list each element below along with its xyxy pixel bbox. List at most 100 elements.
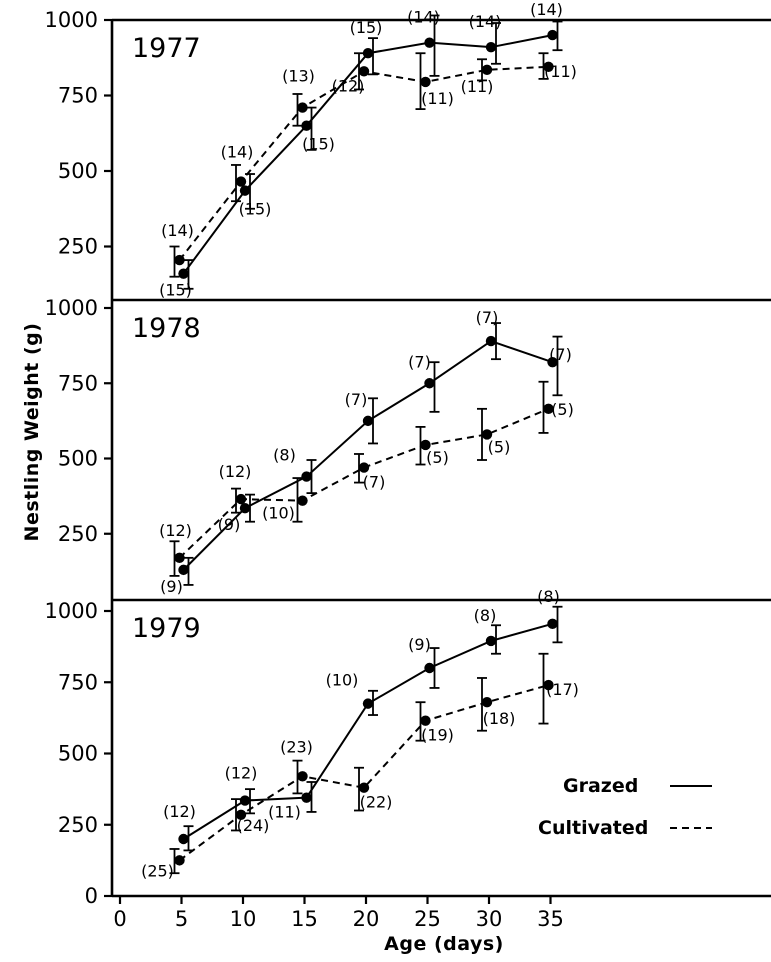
- data-point-cultivated-1978-15: [297, 495, 308, 506]
- data-point-grazed-1977-25: [424, 37, 435, 48]
- data-point-grazed-1978-10: [239, 502, 251, 514]
- data-point-grazed-1977-35: [547, 29, 558, 41]
- data-point-cultivated-1978-35: [543, 403, 554, 415]
- y-tick-label-1979-500: 500: [58, 742, 98, 766]
- sample-size-label-grazed-1979-15: (11): [268, 803, 301, 822]
- sample-size-label-grazed-1977-20: (15): [350, 18, 383, 37]
- data-point-grazed-1977-10: [239, 185, 251, 196]
- legend-label-grazed: Grazed: [563, 775, 638, 797]
- y-tick-label-1977-750: 750: [58, 84, 98, 108]
- data-point-grazed-1978-30: [485, 335, 497, 347]
- sample-size-label-grazed-1978-25: (7): [408, 352, 431, 371]
- sample-size-label-grazed-1977-25: (14): [407, 8, 440, 27]
- data-point-cultivated-1979-30: [481, 697, 493, 708]
- data-point-grazed-1979-30: [485, 635, 497, 647]
- x-tick-label-35: 35: [537, 907, 564, 931]
- data-point-grazed-1978-5: [178, 564, 189, 576]
- series-layer: [169, 14, 563, 875]
- sample-size-label-cultivated-1977-5: (14): [161, 221, 194, 240]
- labels-layer: 1977 (15) (15) (15) (15) (14) (14) (14) (14) (14)…: [132, 0, 579, 880]
- x-tick-label-20: 20: [353, 907, 380, 931]
- sample-size-label-cultivated-1978-15: (10): [262, 504, 295, 523]
- sample-size-label-grazed-1979-5: (12): [163, 802, 196, 821]
- legend-label-cultivated: Cultivated: [538, 817, 648, 839]
- sample-size-label-cultivated-1978-30: (5): [488, 437, 511, 456]
- data-point-cultivated-1978-25: [420, 439, 431, 451]
- sample-size-label-grazed-1978-35: (7): [549, 345, 572, 364]
- data-point-grazed-1977-30: [485, 41, 497, 53]
- data-point-cultivated-1977-20: [358, 66, 370, 77]
- x-tick-label-10: 10: [230, 907, 257, 931]
- sample-size-label-grazed-1979-35: (8): [537, 587, 560, 606]
- sample-size-label-cultivated-1978-10: (12): [219, 462, 252, 481]
- data-point-cultivated-1977-30: [481, 64, 493, 76]
- data-point-grazed-1978-25: [424, 378, 435, 389]
- data-point-cultivated-1977-10: [235, 176, 247, 187]
- data-point-cultivated-1979-15: [297, 771, 308, 782]
- sample-size-label-cultivated-1977-35: (11): [544, 62, 577, 81]
- y-tick-label-1979-1000: 1000: [45, 599, 98, 623]
- sample-size-label-grazed-1978-30: (7): [476, 308, 499, 327]
- sample-size-label-cultivated-1979-15: (23): [280, 737, 313, 756]
- data-point-grazed-1978-35: [547, 356, 558, 368]
- data-point-grazed-1978-15: [301, 471, 312, 482]
- x-axis-title: Age (days): [384, 933, 504, 955]
- sample-size-label-grazed-1977-15: (15): [302, 135, 335, 154]
- data-point-grazed-1978-20: [362, 415, 374, 427]
- data-point-cultivated-1978-30: [481, 429, 493, 440]
- data-point-cultivated-1977-25: [420, 76, 431, 88]
- x-tick-label-25: 25: [414, 907, 441, 931]
- sample-size-label-grazed-1979-30: (8): [474, 606, 497, 625]
- sample-size-label-cultivated-1977-10: (14): [221, 143, 254, 162]
- sample-size-label-grazed-1979-20: (10): [326, 671, 359, 690]
- data-point-cultivated-1977-15: [297, 102, 308, 113]
- data-point-grazed-1979-5: [178, 833, 189, 845]
- data-point-cultivated-1978-10: [235, 493, 247, 505]
- data-point-grazed-1977-20: [362, 48, 374, 59]
- data-point-grazed-1979-25: [424, 662, 435, 674]
- sample-size-label-cultivated-1978-25: (5): [426, 448, 449, 467]
- panel-label-1978: 1978: [132, 313, 201, 344]
- y-axis-title: Nestling Weight (g): [21, 323, 43, 542]
- sample-size-label-cultivated-1979-5: (25): [141, 861, 174, 880]
- data-point-grazed-1979-35: [547, 618, 558, 630]
- y-tick-label-1979-250: 250: [58, 813, 98, 837]
- data-point-grazed-1977-5: [178, 268, 189, 279]
- sample-size-label-grazed-1977-30: (14): [469, 12, 502, 31]
- legend: Grazed Cultivated: [538, 775, 712, 839]
- sample-size-label-cultivated-1977-25: (11): [421, 89, 454, 108]
- sample-size-label-cultivated-1978-20: (7): [363, 473, 386, 492]
- sample-size-label-grazed-1979-25: (9): [408, 635, 431, 654]
- axes-layer: 2505007501000250500750100002505007501000…: [45, 8, 771, 931]
- data-point-cultivated-1979-5: [174, 855, 185, 866]
- data-point-cultivated-1978-20: [358, 462, 370, 473]
- y-tick-label-1978-500: 500: [58, 447, 98, 471]
- sample-size-label-grazed-1978-10: (9): [218, 515, 241, 534]
- x-tick-label-0: 0: [113, 907, 126, 931]
- data-point-cultivated-1977-35: [543, 61, 554, 73]
- sample-size-label-grazed-1977-35: (14): [530, 0, 563, 19]
- sample-size-label-cultivated-1978-35: (5): [551, 400, 574, 419]
- data-point-cultivated-1978-5: [174, 552, 185, 564]
- panel-label-1977: 1977: [132, 33, 201, 64]
- x-tick-label-15: 15: [291, 907, 318, 931]
- data-point-cultivated-1979-25: [420, 715, 431, 726]
- y-tick-label-1978-750: 750: [58, 371, 98, 395]
- data-point-grazed-1977-15: [301, 120, 312, 131]
- y-tick-label-1979-0: 0: [85, 884, 98, 908]
- y-tick-label-1978-250: 250: [58, 522, 98, 546]
- sample-size-label-grazed-1977-10: (15): [239, 200, 272, 219]
- sample-size-label-cultivated-1979-25: (19): [421, 726, 454, 745]
- sample-size-label-grazed-1977-5: (15): [159, 281, 192, 300]
- data-point-grazed-1979-15: [301, 792, 312, 803]
- x-tick-label-5: 5: [175, 907, 188, 931]
- sample-size-label-cultivated-1979-35: (17): [546, 680, 579, 699]
- sample-size-label-cultivated-1977-20: (12): [332, 76, 365, 95]
- sample-size-label-grazed-1978-15: (8): [273, 446, 296, 465]
- data-point-cultivated-1979-35: [543, 679, 554, 691]
- x-tick-label-30: 30: [476, 907, 503, 931]
- y-tick-label-1979-750: 750: [58, 670, 98, 694]
- panel-label-1979: 1979: [132, 613, 201, 644]
- y-tick-label-1977-1000: 1000: [45, 8, 98, 32]
- sample-size-label-grazed-1978-20: (7): [345, 390, 368, 409]
